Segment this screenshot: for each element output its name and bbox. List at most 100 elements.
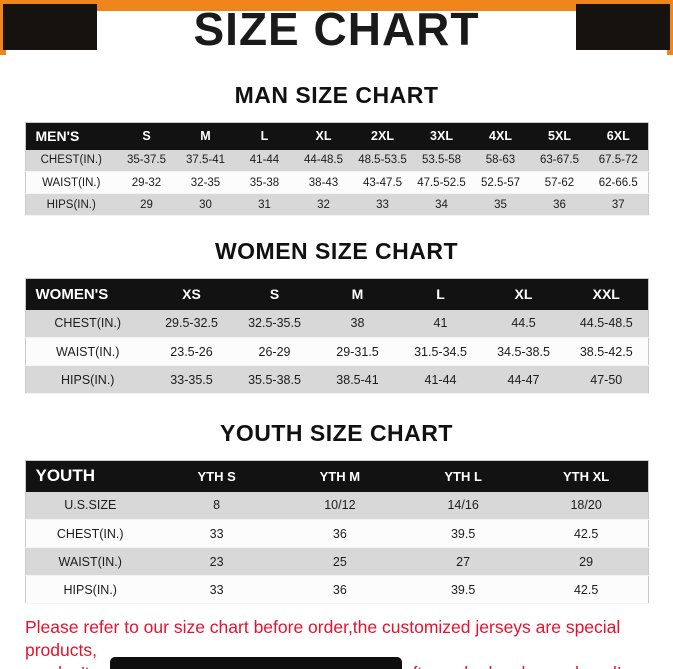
value-cell: 37 [589,193,648,216]
row-label-cell: HIPS(IN.) [25,575,155,604]
table-header-row: YOUTH YTH S YTH M YTH L YTH XL [25,460,648,492]
value-cell: 38.5-42.5 [565,337,648,366]
value-cell: 41-44 [399,365,482,394]
table-header-size-cell: YTH S [155,460,279,492]
value-cell: 67.5-72 [589,149,648,172]
row-label-cell: CHEST(IN.) [25,149,117,172]
value-cell: 47.5-52.5 [412,171,471,194]
page-title: SIZE CHART [193,3,480,55]
men-size-table: MEN'S S M L XL 2XL 3XL 4XL 5XL 6XL CHEST(IN.) 35-37… [24,122,649,216]
value-cell: 41-44 [235,149,294,172]
value-cell: 32 [294,193,353,216]
table-row: WAIST(IN.) 29-32 32-35 35-38 38-43 43-47.5 47.… [25,171,648,194]
banner-orange-edge-right [667,0,673,55]
value-cell: 37.5-41 [176,149,235,172]
value-cell: 33 [155,575,279,604]
value-cell: 34.5-38.5 [482,337,565,366]
value-cell: 23 [155,547,279,576]
table-header-size-cell: 3XL [412,122,471,150]
table-header-size-cell: 5XL [530,122,589,150]
table-header-size-cell: XS [150,278,233,310]
banner-corner-block-right [576,4,670,50]
section-youth: YOUTH SIZE CHART YOUTH YTH S YTH M YTH L YTH… [0,420,673,604]
value-cell: 44.5 [482,309,565,338]
table-header-label: YOUTH [25,460,155,492]
value-cell: 58-63 [471,149,530,172]
section-men: MAN SIZE CHART MEN'S S M L XL 2XL 3XL 4XL 5XL 6XL… [0,82,673,216]
value-cell: 35.5-38.5 [233,365,316,394]
table-row: U.S.SIZE 8 10/12 14/16 18/20 [25,491,648,520]
youth-size-table: YOUTH YTH S YTH M YTH L YTH XL U.S.SIZE 8 10/12… [24,460,649,604]
row-label-cell: HIPS(IN.) [25,365,150,394]
table-header-size-cell: S [117,122,176,150]
value-cell: 57-62 [530,171,589,194]
value-cell: 47-50 [565,365,648,394]
value-cell: 32-35 [176,171,235,194]
value-cell: 8 [155,491,279,520]
table-row: CHEST(IN.) 33 36 39.5 42.5 [25,519,648,548]
value-cell: 63-67.5 [530,149,589,172]
banner-orange-strip [0,0,673,11]
value-cell: 38-43 [294,171,353,194]
table-row: HIPS(IN.) 33-35.5 35.5-38.5 38.5-41 41-44 44-… [25,365,648,394]
table-header-row: MEN'S S M L XL 2XL 3XL 4XL 5XL 6XL [25,122,648,150]
value-cell: 38 [316,309,399,338]
table-header-size-cell: XXL [565,278,648,310]
section-heading-youth: YOUTH SIZE CHART [220,420,453,446]
bottom-black-bar [110,657,402,669]
table-row: WAIST(IN.) 23 25 27 29 [25,547,648,576]
value-cell: 48.5-53.5 [353,149,412,172]
table-header-label: WOMEN'S [25,278,150,310]
value-cell: 38.5-41 [316,365,399,394]
value-cell: 39.5 [401,575,525,604]
value-cell: 36 [278,519,402,548]
row-label-cell: CHEST(IN.) [25,309,150,338]
value-cell: 52.5-57 [471,171,530,194]
value-cell: 35 [471,193,530,216]
row-label-cell: WAIST(IN.) [25,171,117,194]
value-cell: 14/16 [401,491,525,520]
value-cell: 32.5-35.5 [233,309,316,338]
banner-corner-block-left [3,4,97,50]
value-cell: 31.5-34.5 [399,337,482,366]
table-header-size-cell: YTH L [401,460,525,492]
row-label-cell: WAIST(IN.) [25,547,155,576]
value-cell: 29 [524,547,648,576]
value-cell: 44-47 [482,365,565,394]
table-header-size-cell: M [176,122,235,150]
value-cell: 36 [278,575,402,604]
value-cell: 39.5 [401,519,525,548]
banner: SIZE CHART [0,0,673,62]
table-header-label: MEN'S [25,122,117,150]
table-row: CHEST(IN.) 29.5-32.5 32.5-35.5 38 41 44.5 44.5… [25,309,648,338]
value-cell: 18/20 [524,491,648,520]
value-cell: 29.5-32.5 [150,309,233,338]
table-header-size-cell: 6XL [589,122,648,150]
value-cell: 33-35.5 [150,365,233,394]
table-header-size-cell: 4XL [471,122,530,150]
table-header-size-cell: YTH XL [524,460,648,492]
table-header-size-cell: XL [482,278,565,310]
value-cell: 31 [235,193,294,216]
notice-line-1: Please refer to our size chart before or… [25,617,621,660]
table-header-size-cell: L [399,278,482,310]
table-row: WAIST(IN.) 23.5-26 26-29 29-31.5 31.5-34.5 34… [25,337,648,366]
women-size-table: WOMEN'S XS S M L XL XXL CHEST(IN.) 29.5-32.5 32.5… [24,278,649,394]
value-cell: 29-31.5 [316,337,399,366]
value-cell: 35-37.5 [117,149,176,172]
value-cell: 26-29 [233,337,316,366]
table-row: HIPS(IN.) 33 36 39.5 42.5 [25,575,648,604]
value-cell: 35-38 [235,171,294,194]
value-cell: 10/12 [278,491,402,520]
table-header-size-cell: 2XL [353,122,412,150]
value-cell: 34 [412,193,471,216]
section-heading-men: MAN SIZE CHART [234,82,439,108]
table-header-size-cell: YTH M [278,460,402,492]
value-cell: 29 [117,193,176,216]
value-cell: 25 [278,547,402,576]
table-row: HIPS(IN.) 29 30 31 32 33 34 35 36 37 [25,193,648,216]
value-cell: 23.5-26 [150,337,233,366]
value-cell: 53.5-58 [412,149,471,172]
value-cell: 36 [530,193,589,216]
